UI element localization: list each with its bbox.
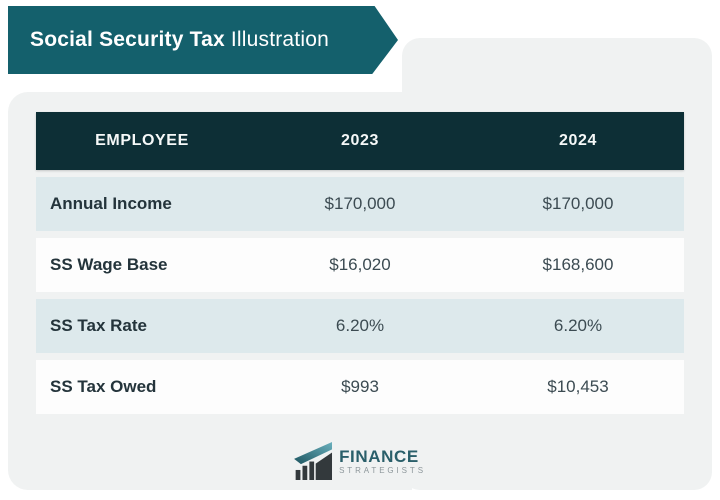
logo-text-finance: FINANCE bbox=[339, 446, 419, 466]
table-row-ss-tax-rate: SS Tax Rate 6.20% 6.20% bbox=[36, 299, 684, 353]
row-label: Annual Income bbox=[50, 194, 172, 213]
column-header-employee: EMPLOYEE bbox=[95, 132, 189, 149]
table-row-annual-income: Annual Income $170,000 $170,000 bbox=[36, 177, 684, 231]
value-2023: 6.20% bbox=[335, 316, 385, 335]
row-label: SS Tax Owed bbox=[50, 377, 157, 396]
tax-comparison-table: EMPLOYEE 2023 2024 Annual Income $170,00… bbox=[36, 112, 684, 414]
page-title: Social Security Tax bbox=[30, 28, 225, 51]
finance-strategists-logo: FINANCE STRATEGISTS bbox=[294, 442, 426, 480]
logo-wordmark: FINANCE STRATEGISTS bbox=[339, 448, 426, 475]
table-header-row: EMPLOYEE 2023 2024 bbox=[36, 112, 684, 170]
column-header-2024: 2024 bbox=[559, 132, 597, 149]
table-row-ss-wage-base: SS Wage Base $16,020 $168,600 bbox=[36, 238, 684, 292]
value-2023: $993 bbox=[341, 377, 379, 396]
value-2024: $170,000 bbox=[542, 194, 614, 213]
value-2023: $16,020 bbox=[329, 255, 391, 274]
title-banner: Social Security Tax Illustration bbox=[8, 6, 398, 74]
row-label: SS Wage Base bbox=[50, 255, 168, 274]
finance-strategists-logo-icon bbox=[294, 442, 333, 480]
table-row-ss-tax-owed: SS Tax Owed $993 $10,453 bbox=[36, 360, 684, 414]
value-2024: 6.20% bbox=[553, 316, 603, 335]
row-label: SS Tax Rate bbox=[50, 316, 148, 335]
logo-text-strategists: STRATEGISTS bbox=[339, 465, 426, 475]
value-2024: $168,600 bbox=[542, 255, 614, 274]
value-2023: $170,000 bbox=[324, 194, 396, 213]
column-header-2023: 2023 bbox=[341, 132, 379, 149]
page-title-suffix: Illustration bbox=[230, 28, 329, 51]
value-2024: $10,453 bbox=[547, 377, 609, 396]
